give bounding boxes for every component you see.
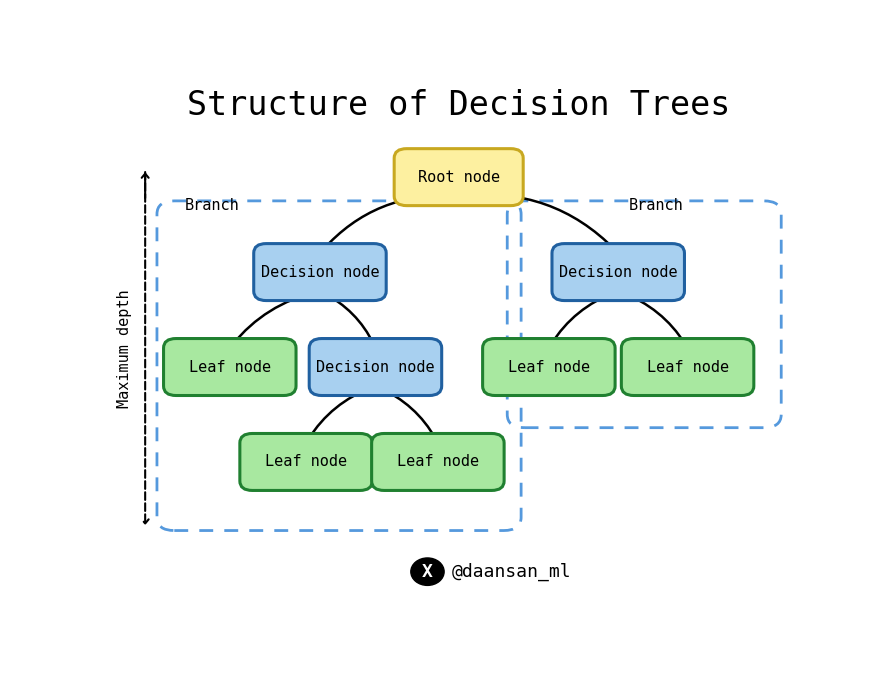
FancyBboxPatch shape	[371, 434, 503, 490]
Text: Branch: Branch	[628, 198, 683, 213]
FancyBboxPatch shape	[308, 338, 442, 395]
Text: X: X	[422, 562, 433, 581]
Text: Leaf node: Leaf node	[645, 360, 728, 375]
Text: Maximum depth: Maximum depth	[117, 289, 131, 408]
Text: Leaf node: Leaf node	[189, 360, 271, 375]
FancyBboxPatch shape	[393, 149, 523, 206]
Text: Decision node: Decision node	[558, 264, 677, 279]
Text: Decision node: Decision node	[260, 264, 379, 279]
Text: @daansan_ml: @daansan_ml	[451, 562, 570, 581]
Text: Decision node: Decision node	[316, 360, 434, 375]
Text: Root node: Root node	[417, 170, 499, 185]
Text: Leaf node: Leaf node	[396, 454, 478, 469]
Text: Structure of Decision Trees: Structure of Decision Trees	[187, 90, 730, 123]
FancyBboxPatch shape	[164, 338, 296, 395]
Text: Leaf node: Leaf node	[507, 360, 589, 375]
FancyBboxPatch shape	[253, 244, 386, 301]
FancyBboxPatch shape	[240, 434, 372, 490]
Text: Branch: Branch	[184, 198, 240, 213]
FancyBboxPatch shape	[482, 338, 614, 395]
Text: Leaf node: Leaf node	[265, 454, 347, 469]
FancyBboxPatch shape	[620, 338, 753, 395]
FancyBboxPatch shape	[552, 244, 684, 301]
Ellipse shape	[410, 558, 443, 586]
